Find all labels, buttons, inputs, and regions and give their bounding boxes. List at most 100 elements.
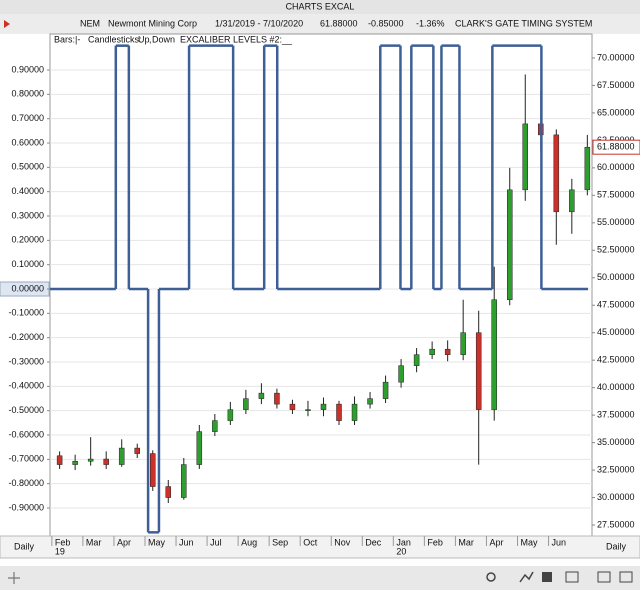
x-tick-label: Jan <box>396 537 411 547</box>
y-tick-label: 0.20000 <box>11 235 44 245</box>
legend-sep: , <box>149 34 152 44</box>
search-button[interactable] <box>486 572 496 582</box>
candle-body <box>181 464 187 498</box>
x-tick-label: Mar <box>458 537 474 547</box>
period-left[interactable]: Daily <box>14 541 35 551</box>
x-axis-strip <box>0 535 640 559</box>
y2-tick-label: 47.50000 <box>597 300 635 310</box>
y2-tick-label: 42.50000 <box>597 355 635 365</box>
panel-button[interactable] <box>565 571 579 583</box>
legend-down: Down <box>152 34 175 44</box>
candle-body <box>351 403 358 421</box>
legend-bars: Bars:|- <box>54 34 80 44</box>
y-tick-label: -0.40000 <box>8 381 44 391</box>
y-tick-label: 0.70000 <box>11 113 44 123</box>
x-tick-label: May <box>520 537 538 547</box>
candle-body <box>475 332 482 410</box>
candle-body <box>243 398 249 410</box>
x-tick-label: Aug <box>241 537 257 547</box>
period-right[interactable]: Daily <box>606 541 627 551</box>
candle-body <box>429 348 435 355</box>
candle-body <box>305 409 311 411</box>
book-button[interactable] <box>597 571 611 583</box>
line-button[interactable] <box>519 571 534 583</box>
y2-tick-label: 60.00000 <box>597 162 635 172</box>
candle-body <box>553 134 560 213</box>
y-tick-label: -0.10000 <box>8 308 44 318</box>
candle-body <box>491 299 497 410</box>
candle-body <box>367 398 373 405</box>
y2-tick-label: 30.00000 <box>597 492 635 502</box>
x-tick-label: Jul <box>210 537 222 547</box>
y2-tick-label: 37.50000 <box>597 409 635 419</box>
y2-tick-label: 55.00000 <box>597 217 635 227</box>
window-title: CHARTS EXCAL <box>286 1 355 11</box>
legend-up: Up <box>138 34 150 44</box>
system: CLARK'S GATE TIMING SYSTEM <box>455 18 592 28</box>
candle-body <box>134 447 140 454</box>
title-bar <box>0 0 640 14</box>
candle-body <box>258 392 265 399</box>
x-tick-label: Sep <box>272 537 288 547</box>
y2-tick-label: 70.00000 <box>597 52 635 62</box>
y2-tick-label: 67.50000 <box>597 80 635 90</box>
candle-body <box>118 447 125 465</box>
y-tick-label: -0.80000 <box>8 478 44 488</box>
y-tick-label: -0.50000 <box>8 405 44 415</box>
x-tick-label: Feb <box>55 537 71 547</box>
candle-body <box>460 332 466 355</box>
x-tick-label: Jun <box>552 537 567 547</box>
candle-body <box>506 189 513 300</box>
y-tick-label: 0.80000 <box>11 89 44 99</box>
y-tick-label: 0.40000 <box>11 186 44 196</box>
candle-body <box>584 146 591 191</box>
list-button[interactable] <box>619 571 633 583</box>
candle-body <box>444 348 451 355</box>
candle-body <box>320 403 327 410</box>
y-tick-label: -0.20000 <box>8 332 44 342</box>
y2-tick-label: 45.00000 <box>597 327 635 337</box>
candle-body <box>165 486 172 498</box>
candle-body <box>227 409 234 421</box>
candle-body <box>382 381 389 399</box>
x-tick-label: Nov <box>334 537 351 547</box>
candle-body <box>103 458 109 465</box>
candle-body <box>289 403 296 410</box>
candle-body <box>56 455 63 465</box>
last-price-label: 61.88000 <box>597 142 635 152</box>
x-tick-label: Mar <box>86 537 102 547</box>
y2-tick-label: 35.00000 <box>597 437 635 447</box>
toolbar <box>0 566 640 590</box>
y-tick-label: 0.10000 <box>11 259 44 269</box>
plot-area <box>49 33 593 537</box>
plot <box>50 44 592 534</box>
y-tick-label: -0.90000 <box>8 502 44 512</box>
legend-candles: Candlesticks: <box>88 34 142 44</box>
x-tick-label: Feb <box>427 537 443 547</box>
last: 61.88000 <box>320 18 358 28</box>
change-pct: -1.36% <box>416 18 445 28</box>
y-tick-label: 0.50000 <box>11 162 44 172</box>
candle-body <box>398 365 404 383</box>
year-label: 19 <box>55 546 65 556</box>
date-range: 1/31/2019 - 7/10/2020 <box>215 18 303 28</box>
menu-arrow[interactable] <box>4 20 10 28</box>
y-tick-label: -0.60000 <box>8 429 44 439</box>
year-label: 20 <box>396 546 406 556</box>
y-tick-label: -0.70000 <box>8 454 44 464</box>
y2-tick-label: 50.00000 <box>597 272 635 282</box>
candle-body <box>72 461 78 465</box>
y2-tick-label: 27.50000 <box>597 519 635 529</box>
y2-tick-label: 40.00000 <box>597 382 635 392</box>
x-tick-label: Dec <box>365 537 382 547</box>
candle-body <box>336 403 342 421</box>
x-tick-label: May <box>148 537 166 547</box>
candle-body <box>413 354 420 366</box>
x-tick-label: Jun <box>179 537 194 547</box>
candle-body <box>522 123 529 191</box>
grid-button[interactable] <box>542 572 552 582</box>
y-tick-label: 0.30000 <box>11 210 44 220</box>
header-bar <box>0 14 640 34</box>
add-button[interactable] <box>8 572 20 584</box>
y2-tick-label: 32.50000 <box>597 464 635 474</box>
